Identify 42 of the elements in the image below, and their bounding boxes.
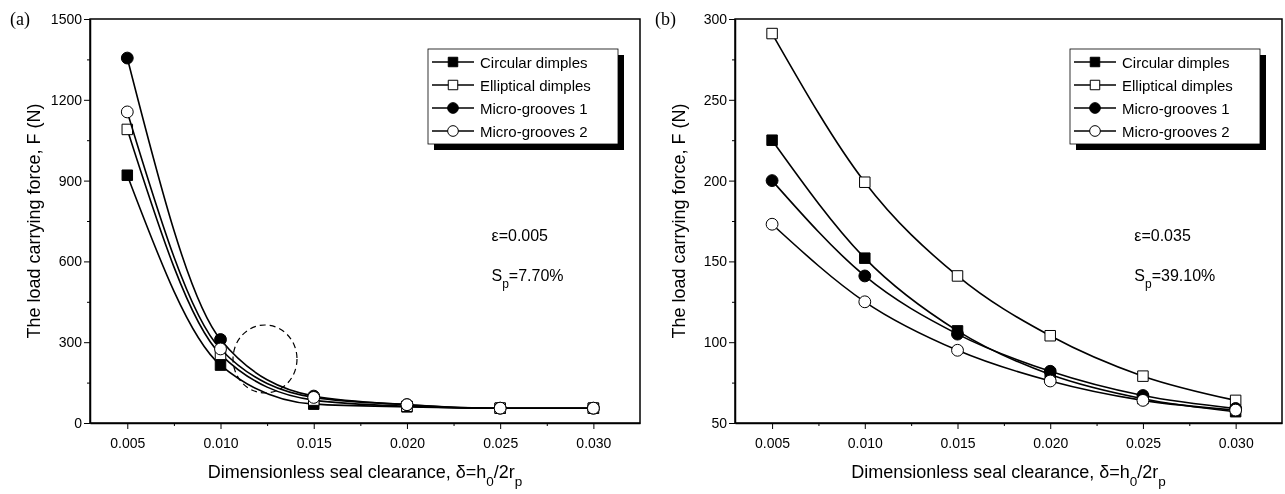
x-tick-label: 0.010: [203, 434, 239, 451]
y-tick-label: 300: [58, 334, 83, 351]
y-tick-label: 100: [703, 334, 728, 351]
legend-label: Micro-grooves 1: [1122, 99, 1230, 117]
y-tick-label: 150: [703, 253, 728, 270]
y-tick-label: 0: [74, 414, 83, 431]
x-tick-label: 0.015: [940, 434, 976, 451]
y-tick-label: 1200: [50, 91, 83, 108]
y-tick-label: 50: [711, 414, 728, 431]
legend-label: Micro-grooves 1: [480, 99, 588, 117]
x-axis-title: Dimensionless seal clearance, δ=h$_{0}$/2r$_{p}$: [207, 462, 523, 489]
x-axis-title: Dimensionless seal clearance, δ=h$_{0}$/2r$_{p}$: [851, 462, 1166, 489]
y-axis-title: The load carrying force, F (N): [669, 103, 689, 339]
x-tick-label: 0.005: [755, 434, 791, 451]
x-tick-label: 0.025: [483, 434, 519, 451]
legend-label: Micro-grooves 2: [480, 122, 588, 140]
x-tick-label: 0.030: [1218, 434, 1254, 451]
annotation: S$_{p}$=39.10%: [1134, 267, 1216, 291]
annotation: ε=0.035: [1134, 227, 1191, 244]
x-tick-label: 0.015: [296, 434, 332, 451]
x-tick-label: 0.020: [389, 434, 426, 451]
legend-label: Circular dimples: [1122, 53, 1230, 71]
legend-label: Circular dimples: [480, 53, 588, 71]
x-tick-label: 0.010: [847, 434, 884, 451]
x-tick-label: 0.030: [576, 434, 612, 451]
legend-label: Elliptical dimples: [480, 76, 591, 94]
y-tick-label: 1500: [50, 10, 83, 27]
x-tick-label: 0.005: [110, 434, 146, 451]
y-axis-title: The load carrying force, F (N): [24, 103, 44, 339]
annotation: ε=0.005: [491, 227, 549, 244]
y-tick-label: 200: [703, 172, 728, 189]
y-tick-label: 900: [58, 172, 83, 189]
y-tick-label: 300: [703, 10, 728, 27]
x-tick-label: 0.025: [1125, 434, 1162, 451]
legend-label: Elliptical dimples: [1122, 76, 1233, 94]
y-tick-label: 250: [703, 91, 728, 108]
chart-title: (b): [655, 9, 676, 30]
annotation: S$_{p}$=7.70%: [491, 267, 564, 291]
chart-title: (a): [10, 9, 30, 30]
legend-label: Micro-grooves 2: [1122, 122, 1230, 140]
x-tick-label: 0.020: [1033, 434, 1069, 451]
y-tick-label: 600: [58, 253, 83, 270]
